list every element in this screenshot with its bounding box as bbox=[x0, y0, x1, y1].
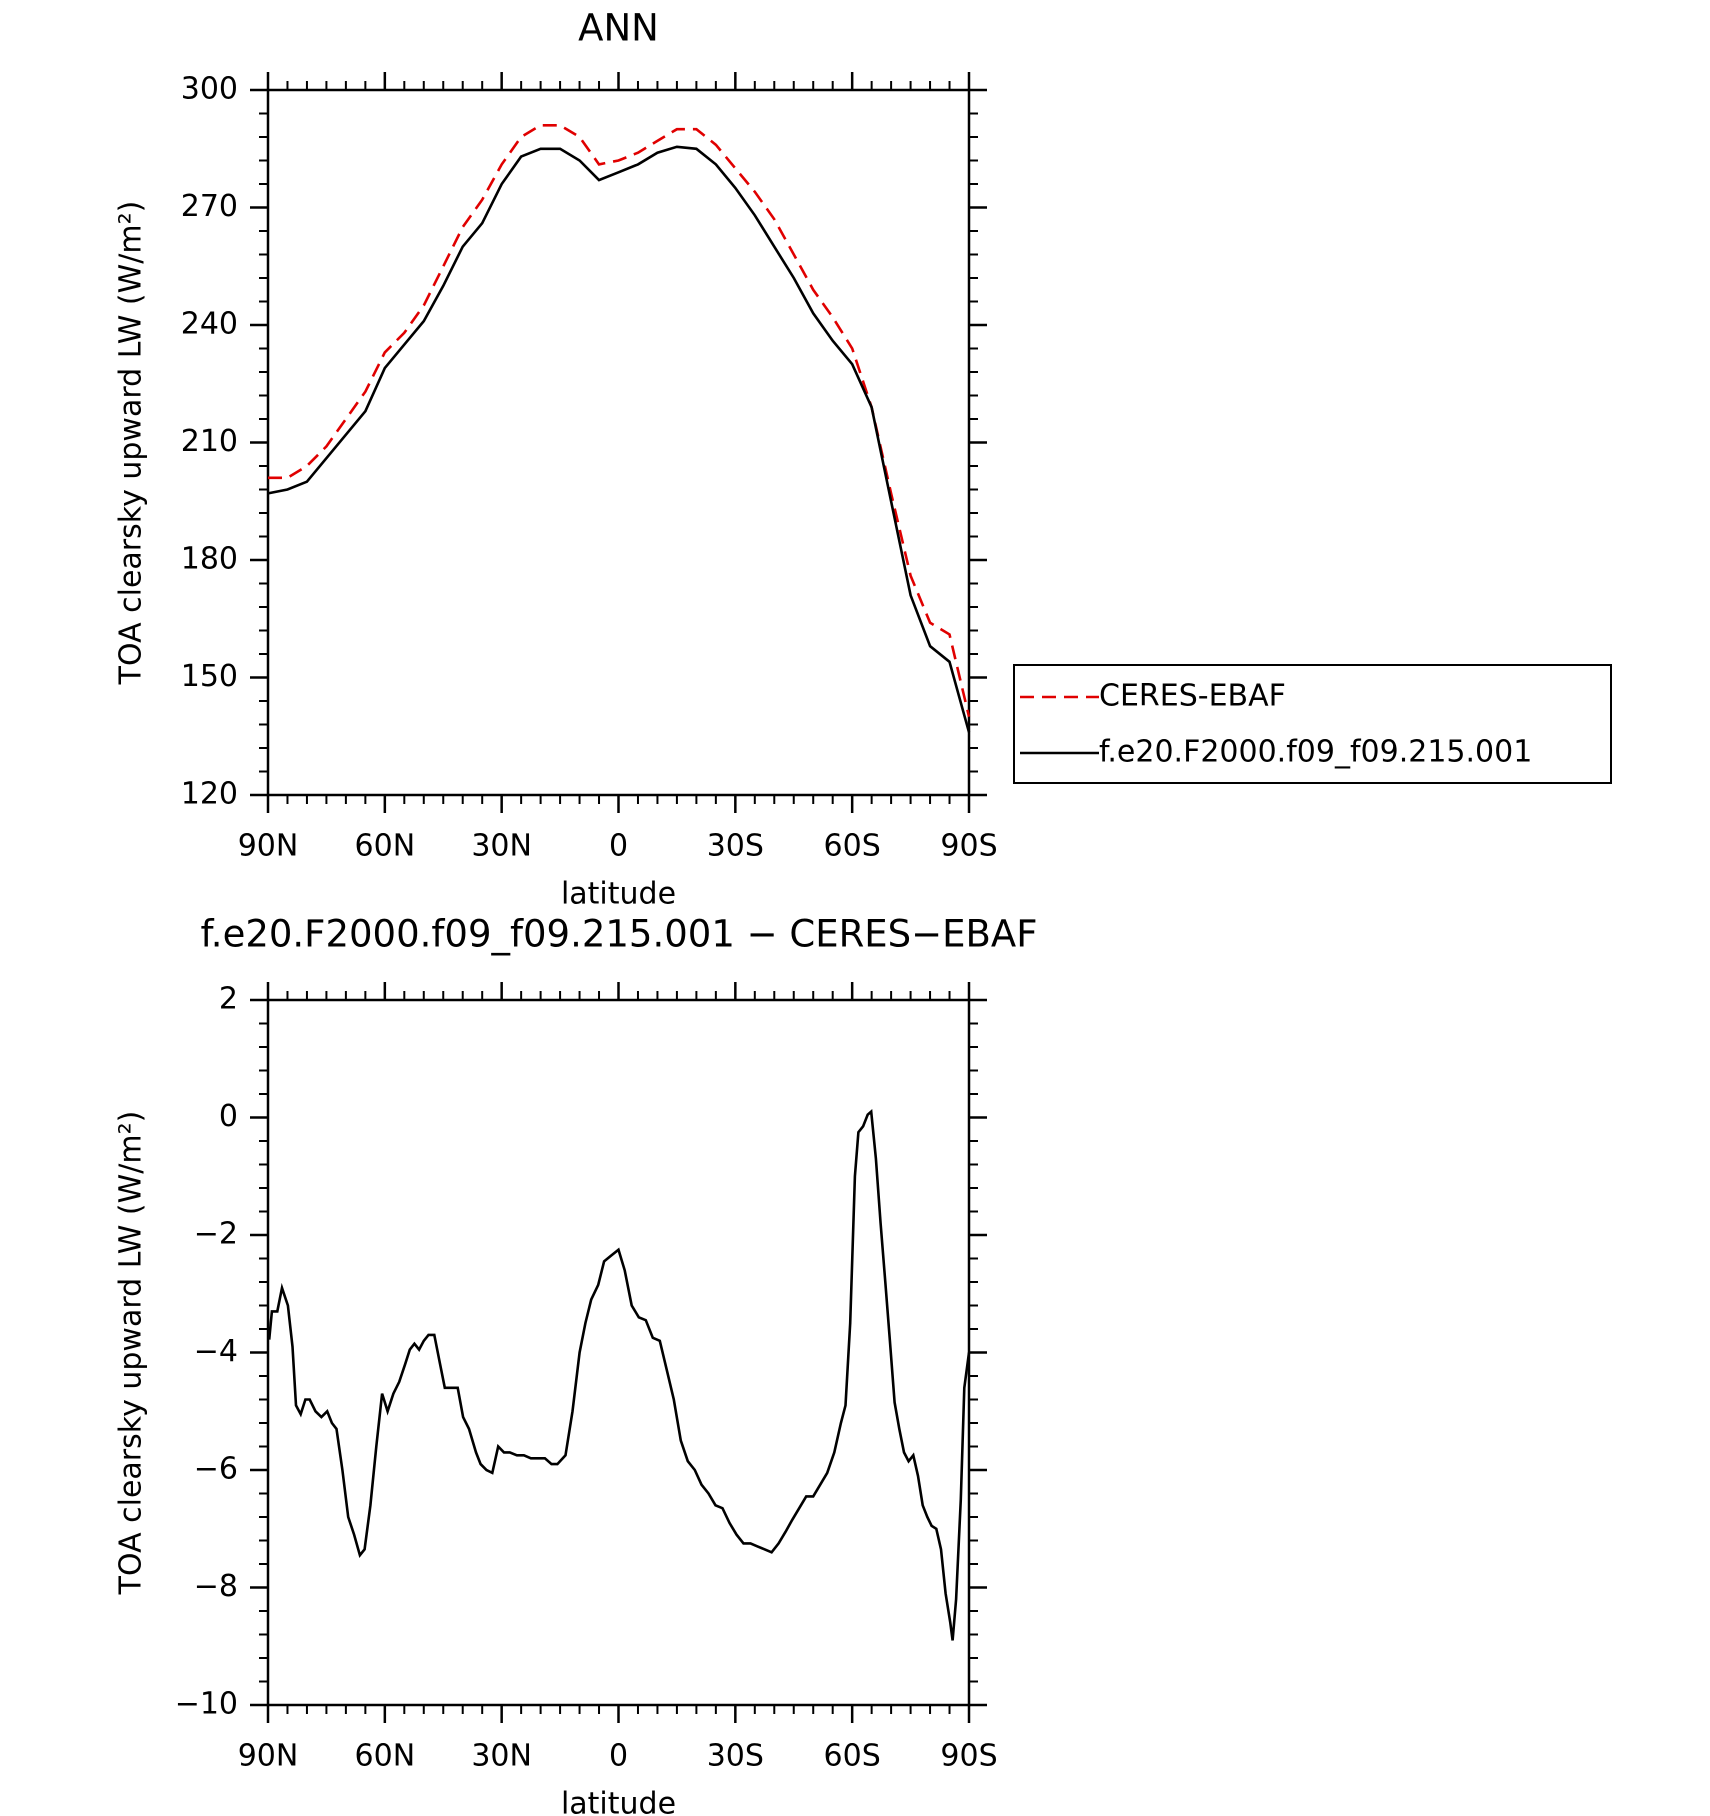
y-tick-label: −10 bbox=[175, 1687, 238, 1722]
data-line bbox=[267, 145, 971, 733]
x-axis-label: latitude bbox=[561, 1787, 676, 1816]
x-tick-label: 60N bbox=[355, 829, 416, 864]
y-tick-label: 240 bbox=[181, 307, 238, 342]
x-tick-label: 60S bbox=[824, 829, 881, 864]
x-tick-label: 90N bbox=[238, 1739, 299, 1774]
legend-box bbox=[1013, 664, 1612, 784]
y-tick-label: 150 bbox=[181, 659, 238, 694]
y-tick-label: 2 bbox=[219, 982, 238, 1017]
data-line bbox=[268, 124, 971, 717]
x-tick-label: 0 bbox=[609, 829, 628, 864]
x-tick-label: 0 bbox=[609, 1739, 628, 1774]
y-tick-label: 180 bbox=[181, 542, 238, 577]
plot-frame bbox=[266, 998, 971, 1707]
x-tick-label: 60N bbox=[355, 1739, 416, 1774]
y-axis-label: TOA clearsky upward LW (W/m²) bbox=[114, 201, 149, 686]
y-tick-label: 210 bbox=[181, 424, 238, 459]
x-tick-label: 90N bbox=[238, 829, 299, 864]
x-tick-label: 90S bbox=[940, 1739, 997, 1774]
y-tick-label: −8 bbox=[194, 1569, 238, 1604]
chart-title: ANN bbox=[578, 7, 659, 50]
plot-frame bbox=[266, 88, 971, 797]
chart-title: f.e20.F2000.f09_f09.215.001 − CERES−EBAF bbox=[200, 913, 1037, 956]
x-tick-label: 30N bbox=[471, 829, 532, 864]
x-tick-label: 60S bbox=[824, 1739, 881, 1774]
x-tick-label: 30N bbox=[471, 1739, 532, 1774]
y-tick-label: −4 bbox=[194, 1334, 238, 1369]
x-axis-label: latitude bbox=[561, 877, 676, 912]
y-tick-label: 300 bbox=[181, 72, 238, 107]
x-tick-label: 30S bbox=[707, 1739, 764, 1774]
x-tick-label: 30S bbox=[707, 829, 764, 864]
y-tick-label: 270 bbox=[181, 189, 238, 224]
y-tick-label: 0 bbox=[219, 1099, 238, 1134]
y-tick-label: −2 bbox=[194, 1217, 238, 1252]
data-line bbox=[267, 1108, 971, 1641]
y-axis-label: TOA clearsky upward LW (W/m²) bbox=[114, 1111, 149, 1596]
legend-label: CERES-EBAF bbox=[1099, 679, 1286, 714]
x-tick-label: 90S bbox=[940, 829, 997, 864]
legend-label: f.e20.F2000.f09_f09.215.001 bbox=[1099, 735, 1532, 770]
y-tick-label: −6 bbox=[194, 1452, 238, 1487]
y-tick-label: 120 bbox=[181, 777, 238, 812]
